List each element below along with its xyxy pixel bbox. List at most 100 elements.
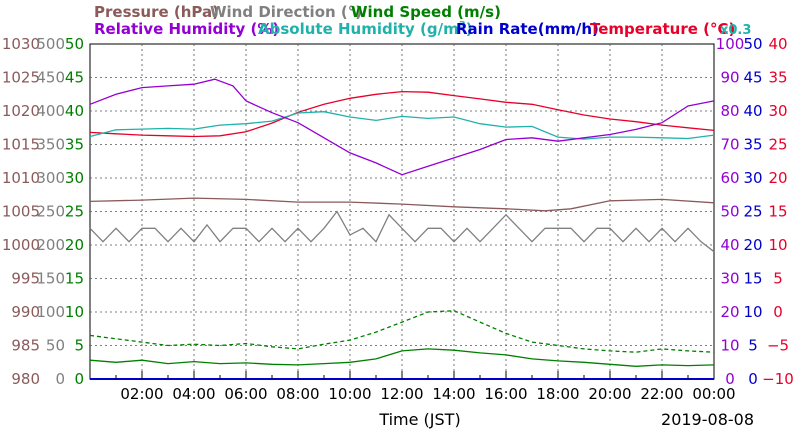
left-tick-label-pressure: 1000 <box>2 236 40 254</box>
left-tick-label-pressure: 980 <box>11 370 40 388</box>
left-tick-label-wind_speed: 20 <box>65 236 84 254</box>
left-tick-label-pressure: 1010 <box>2 169 40 187</box>
left-tick-label-wind_direction: 100 <box>36 303 65 321</box>
left-tick-label-wind_direction: 500 <box>36 35 65 53</box>
x-tick-label: 00:00 <box>692 385 735 403</box>
right-tick-label-relative_humidity: 30 <box>720 270 739 288</box>
x-tick-label: 16:00 <box>484 385 527 403</box>
left-tick-label-pressure: 1020 <box>2 102 40 120</box>
left-tick-label-wind_direction: 400 <box>36 102 65 120</box>
legend-pressure: Pressure (hPa) <box>94 3 219 21</box>
right-tick-label-relative_humidity: 0 <box>725 370 735 388</box>
right-tick-label-temperature: 5 <box>773 270 783 288</box>
left-tick-label-wind_speed: 50 <box>65 35 84 53</box>
chart-date: 2019-08-08 <box>661 410 754 429</box>
x-tick-label: 18:00 <box>536 385 579 403</box>
x-tick-label: 06:00 <box>224 385 267 403</box>
right-tick-label-rain_rate: 5 <box>748 337 758 355</box>
legend-relative-humidity: Relative Humidity (%) <box>94 20 279 38</box>
x-tick-label: 20:00 <box>588 385 631 403</box>
right-tick-label-temperature: 10 <box>768 236 787 254</box>
right-tick-label-relative_humidity: 50 <box>720 203 739 221</box>
left-tick-label-pressure: 1015 <box>2 136 40 154</box>
left-tick-label-pressure: 1025 <box>2 69 40 87</box>
left-tick-label-wind_speed: 5 <box>74 337 84 355</box>
left-tick-label-wind_direction: 200 <box>36 236 65 254</box>
left-tick-label-wind_direction: 250 <box>36 203 65 221</box>
right-tick-label-temperature: −5 <box>767 337 789 355</box>
legend-absolute-humidity-close: ) <box>466 20 473 38</box>
right-tick-label-rain_rate: 50 <box>743 35 762 53</box>
series-line-wind-speed-m-s-avg <box>89 348 715 367</box>
axes-group: 02:00 04:00 06:00 08:00 10:00 12:00 14:00 16:00… <box>2 35 794 403</box>
left-tick-label-wind_direction: 450 <box>36 69 65 87</box>
right-tick-label-relative_humidity: 10 <box>720 337 739 355</box>
right-tick-label-temperature: −10 <box>762 370 794 388</box>
series-line-relative-humidity <box>89 78 715 176</box>
left-tick-label-pressure: 995 <box>11 270 40 288</box>
left-tick-label-wind_direction: 350 <box>36 136 65 154</box>
left-tick-label-wind_direction: 0 <box>55 370 65 388</box>
left-tick-label-pressure: 985 <box>11 337 40 355</box>
right-tick-label-relative_humidity: 40 <box>720 236 739 254</box>
right-tick-label-relative_humidity: 60 <box>720 169 739 187</box>
right-tick-label-relative_humidity: 20 <box>720 303 739 321</box>
legend-absolute-humidity: Absolute Humidity (g/m3) <box>258 20 473 38</box>
right-tick-label-temperature: 0 <box>773 303 783 321</box>
left-tick-label-wind_direction: 150 <box>36 270 65 288</box>
left-tick-label-wind_speed: 25 <box>65 203 84 221</box>
right-tick-label-temperature: 25 <box>768 136 787 154</box>
series-line-absolute-humidity-g-m3 <box>89 111 715 140</box>
x-tick-label: 14:00 <box>432 385 475 403</box>
right-tick-label-relative_humidity: 70 <box>720 136 739 154</box>
left-tick-label-wind_direction: 50 <box>46 337 65 355</box>
series-line-temperature-c <box>89 90 715 138</box>
series-line-wind-speed-m-s-max <box>89 310 715 353</box>
right-tick-label-rain_rate: 0 <box>748 370 758 388</box>
right-tick-label-relative_humidity: 90 <box>720 69 739 87</box>
grid <box>90 44 714 379</box>
right-tick-label-rain_rate: 20 <box>743 236 762 254</box>
right-tick-label-rain_rate: 35 <box>743 136 762 154</box>
left-tick-label-wind_speed: 30 <box>65 169 84 187</box>
legend-absolute-humidity-sup: 3 <box>459 20 466 31</box>
left-tick-label-wind_speed: 15 <box>65 270 84 288</box>
right-tick-label-rain_rate: 15 <box>743 270 762 288</box>
left-tick-label-pressure: 1005 <box>2 203 40 221</box>
legend-temperature: Temperature (°C) <box>590 20 735 38</box>
x-tick-label: 12:00 <box>380 385 423 403</box>
left-tick-label-pressure: 990 <box>11 303 40 321</box>
left-tick-label-pressure: 1030 <box>2 35 40 53</box>
x-tick-label: 08:00 <box>276 385 319 403</box>
right-tick-label-temperature: 40 <box>768 35 787 53</box>
legend-absolute-humidity-text: Absolute Humidity (g/m <box>258 20 459 38</box>
right-tick-label-temperature: 35 <box>768 69 787 87</box>
x-axis-title: Time (JST) <box>378 410 460 429</box>
left-tick-label-wind_speed: 10 <box>65 303 84 321</box>
right-tick-label-rain_rate: 10 <box>743 303 762 321</box>
left-tick-label-wind_speed: 40 <box>65 102 84 120</box>
right-tick-label-temperature: 15 <box>768 203 787 221</box>
left-tick-label-wind_speed: 45 <box>65 69 84 87</box>
right-tick-label-rain_rate: 40 <box>743 102 762 120</box>
left-tick-label-wind_speed: 0 <box>74 370 84 388</box>
x-tick-label: 10:00 <box>328 385 371 403</box>
right-tick-label-temperature: 30 <box>768 102 787 120</box>
right-tick-label-rain_rate: 25 <box>743 203 762 221</box>
x-tick-label: 02:00 <box>120 385 163 403</box>
right-tick-label-relative_humidity: 80 <box>720 102 739 120</box>
right-tick-label-temperature: 20 <box>768 169 787 187</box>
left-tick-label-wind_direction: 300 <box>36 169 65 187</box>
legend-rain-rate: Rain Rate(mm/h) <box>456 20 599 38</box>
x-tick-label: 22:00 <box>640 385 683 403</box>
left-tick-label-wind_speed: 35 <box>65 136 84 154</box>
legend-wind-direction: Wind Direction (°) <box>210 3 362 21</box>
x-tick-label: 04:00 <box>172 385 215 403</box>
right-tick-label-rain_rate: 45 <box>743 69 762 87</box>
legend-x-factor: x0.3 <box>720 23 751 38</box>
legend-wind-speed: Wind Speed (m/s) <box>351 3 501 21</box>
right-tick-label-relative_humidity: 100 <box>716 35 745 53</box>
series-line-pressure-hpa <box>89 197 715 212</box>
right-tick-label-rain_rate: 30 <box>743 169 762 187</box>
